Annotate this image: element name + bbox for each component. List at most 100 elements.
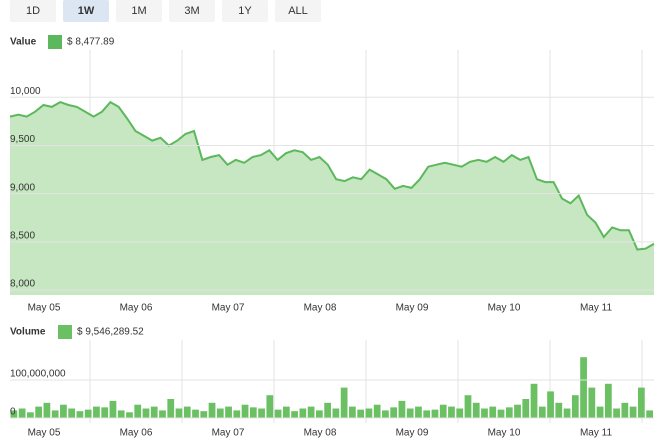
bar [109,400,117,418]
bar [192,409,199,418]
x-tick-label: May 08 [304,303,337,314]
range-button[interactable]: 1W [63,0,109,22]
x-tick-label: May 06 [120,303,153,314]
x-tick-label: May 11 [580,303,612,314]
range-button[interactable]: 1Y [222,0,268,22]
bar [505,407,513,418]
bar [340,387,348,418]
bar [249,407,257,418]
bar [282,406,290,418]
bar [613,408,620,418]
bar [637,387,645,418]
range-buttons: 1D 1W 1M 3M 1Y ALL [10,0,321,22]
x-tick-label: May 10 [488,428,521,439]
x-tick-label: May 05 [28,303,61,314]
bar [448,406,455,418]
bar [596,406,604,418]
legend-title: Value [10,37,37,48]
bar [18,408,26,418]
bar [538,406,546,418]
bar [299,408,307,418]
y-tick-label: 9,500 [10,134,35,145]
bar [315,410,323,418]
bar [357,409,365,418]
bar [406,408,414,418]
bar [35,406,43,418]
bar [563,408,571,418]
bar [547,391,554,418]
range-button[interactable]: 1M [116,0,162,22]
x-tick-label: May 07 [212,428,245,439]
bar [390,407,398,418]
bar [51,410,59,418]
bar [530,383,538,418]
bar [27,412,34,418]
legend-title: Volume [10,327,46,338]
range-button[interactable]: ALL [275,0,321,22]
line [9,100,655,251]
legend-swatch [58,325,72,339]
x-tick-label: May 06 [120,428,153,439]
bar [167,399,175,418]
legend-value: $ 9,546,289.52 [77,327,144,338]
x-tick-label: May 08 [304,428,337,439]
x-tick-label: May 05 [28,428,61,439]
y-tick-label: 10,000 [10,86,41,97]
bar [183,406,191,418]
bar [497,409,505,418]
bar [365,408,373,418]
bar [629,406,637,418]
bar [332,408,340,418]
y-tick-label: 8,500 [10,230,35,241]
bar [258,408,265,418]
bar [481,408,488,418]
range-button[interactable]: 1D [10,0,56,22]
bar [84,409,92,418]
bar [225,406,232,418]
bar [555,402,563,418]
bar [175,408,183,418]
bar [266,395,274,418]
bar [464,395,472,418]
area-fill [10,102,654,295]
bar [159,410,166,418]
x-tick-label: May 11 [580,428,612,439]
bar [423,410,431,418]
bar [60,404,67,418]
bar [621,402,629,418]
bar [580,357,587,418]
y-tick-label: 0 [10,407,16,418]
bar [349,406,356,418]
bar [588,387,596,418]
bar [324,402,331,418]
bar [241,404,249,418]
bar [200,411,208,418]
bar [307,406,315,418]
bar [439,404,447,418]
bar [142,408,150,418]
bar [415,406,422,418]
bar [398,400,406,418]
bar [101,407,109,418]
bar [150,406,158,418]
bar [291,411,298,418]
bar [431,409,439,418]
bar [456,408,464,418]
x-tick-label: May 09 [396,303,429,314]
bar [208,402,216,418]
bar [571,395,579,418]
legend-swatch [48,35,62,49]
x-tick-label: May 10 [488,303,521,314]
bar [43,402,51,418]
legend-value: $ 8,477.89 [67,37,115,48]
x-tick-label: May 07 [212,303,245,314]
bar [522,399,530,418]
bar [233,410,241,418]
bar [68,408,76,418]
range-button[interactable]: 3M [169,0,215,22]
bar [489,406,497,418]
bar [126,412,133,418]
bar [472,402,480,418]
